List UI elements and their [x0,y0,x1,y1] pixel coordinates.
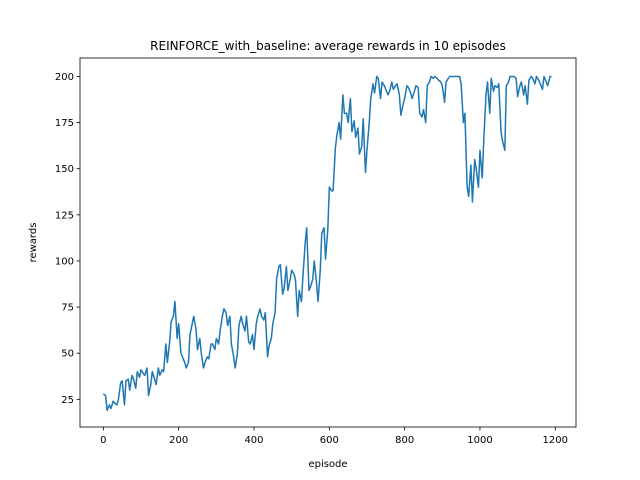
axes-frame [79,57,577,428]
y-axis-label: rewards [28,223,39,263]
y-tick-label: 125 [55,210,74,221]
ticks-layer: 0 200 400 600 800 1000 1200 25 50 75 100 125 150 175 2… [55,72,568,446]
plot-layer [102,75,552,412]
y-tick-label: 75 [61,303,74,314]
y-tick-label: 25 [61,395,74,406]
x-tick-label: 0 [100,435,106,446]
x-axis-label: episode [308,459,347,470]
x-tick-label: 600 [320,435,339,446]
x-tick-label: 1200 [543,435,568,446]
y-tick-label: 200 [55,72,74,83]
series-line [102,75,552,412]
x-tick-label: 1000 [467,435,492,446]
y-tick-label: 150 [55,164,74,175]
x-tick-label: 200 [169,435,188,446]
y-tick-label: 175 [55,118,74,129]
y-tick-label: 50 [61,349,74,360]
x-tick-label: 400 [244,435,263,446]
y-tick-label: 100 [55,256,74,267]
chart-title: REINFORCE_with_baseline: average rewards… [150,39,506,53]
x-tick-label: 800 [395,435,414,446]
